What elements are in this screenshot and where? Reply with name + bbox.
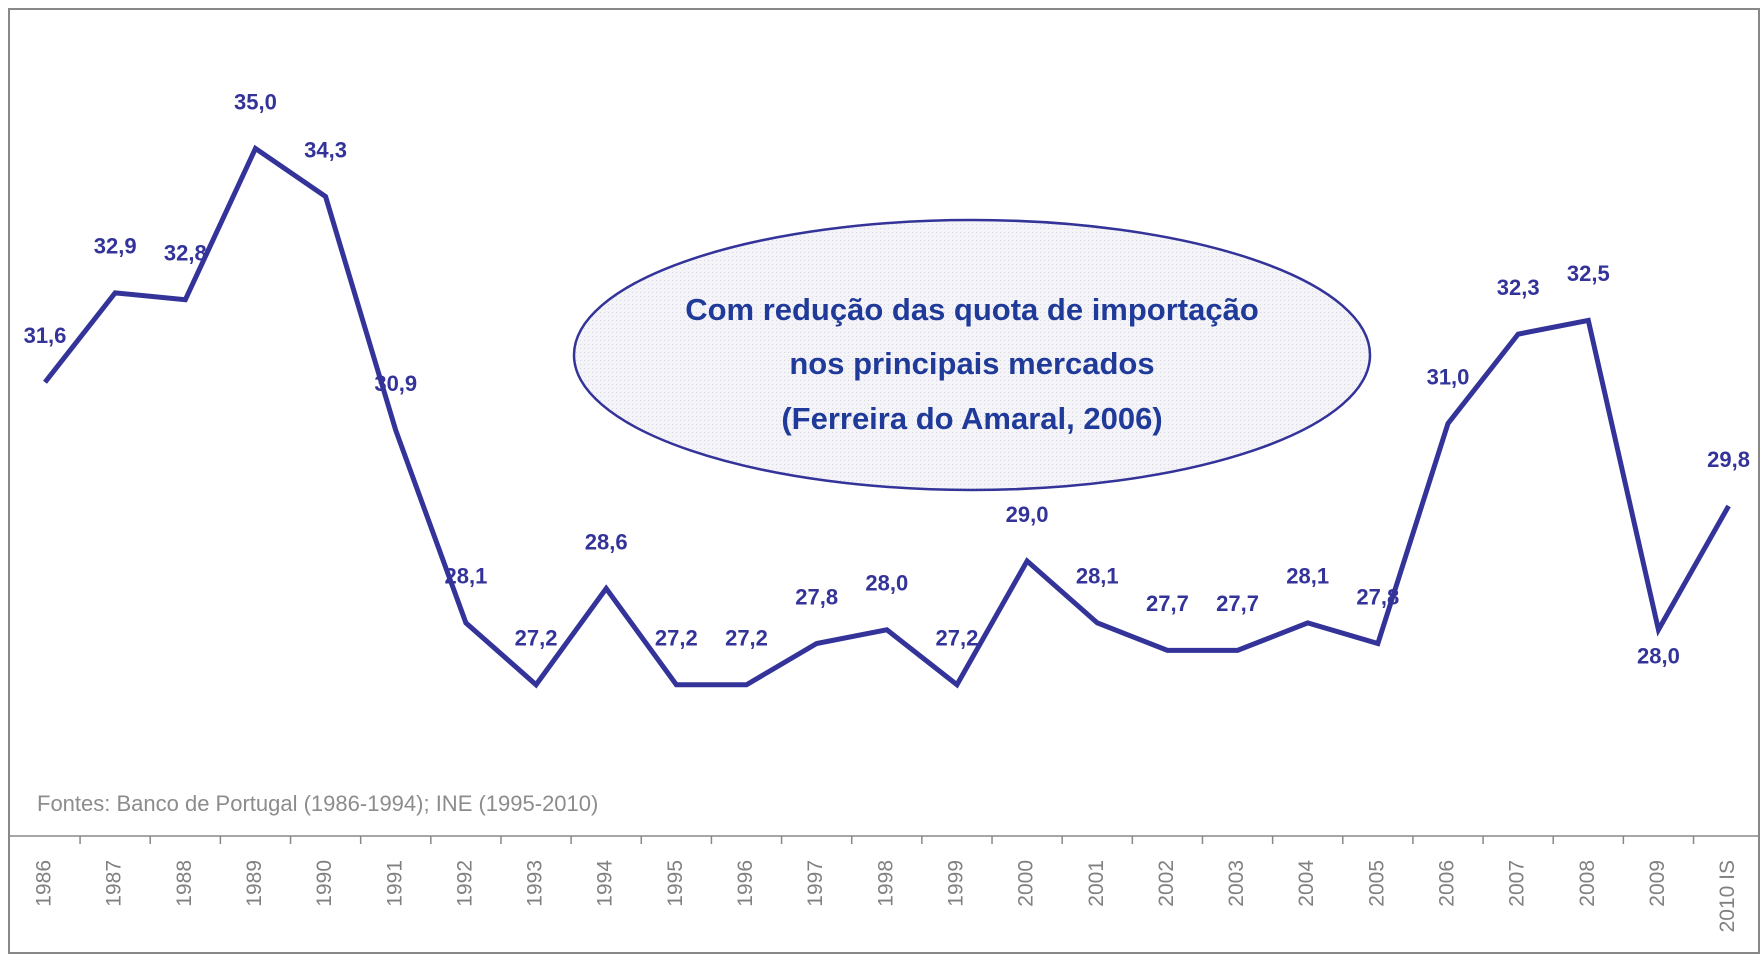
- data-label: 31,0: [1427, 364, 1470, 389]
- x-tick-label: 1990: [313, 860, 336, 907]
- x-tick-label: 2004: [1295, 860, 1318, 907]
- data-line: [43, 144, 1731, 689]
- data-label: 29,0: [1006, 502, 1049, 527]
- x-tick-label: 2003: [1225, 860, 1248, 907]
- data-label: 34,3: [304, 137, 347, 162]
- data-label: 27,8: [1356, 584, 1399, 609]
- x-tick-label: 1995: [664, 860, 687, 907]
- data-label: 27,7: [1216, 591, 1259, 616]
- data-label: 32,8: [164, 241, 207, 266]
- data-label: 28,6: [585, 529, 628, 554]
- data-label: 28,0: [865, 571, 908, 596]
- annotation-line: (Ferreira do Amaral, 2006): [781, 401, 1162, 436]
- data-label: 31,6: [24, 323, 67, 348]
- data-label: 32,5: [1567, 261, 1610, 286]
- x-tick-label: 1994: [594, 860, 617, 907]
- x-tick-label: 1992: [453, 860, 476, 907]
- data-label: 28,0: [1637, 644, 1680, 669]
- x-tick-label: 2005: [1365, 860, 1388, 907]
- x-tick-label: 2000: [1015, 860, 1038, 907]
- x-tick-label: 1993: [524, 860, 547, 907]
- data-label: 28,1: [1076, 564, 1119, 589]
- data-label: 28,1: [1286, 564, 1329, 589]
- x-tick-label: 2001: [1085, 860, 1108, 907]
- x-tick-label: 1998: [874, 860, 897, 907]
- x-tick-label: 2002: [1155, 860, 1178, 907]
- annotation-line: nos principais mercados: [789, 346, 1154, 381]
- x-tick-label: 2008: [1576, 860, 1599, 907]
- data-label: 27,7: [1146, 591, 1189, 616]
- chart-frame: [8, 8, 1760, 954]
- x-tick-label: 2009: [1646, 860, 1669, 907]
- data-label: 27,2: [655, 626, 698, 651]
- x-tick-label: 2007: [1506, 860, 1529, 907]
- data-label: 35,0: [234, 89, 277, 114]
- x-tick-label: 1989: [243, 860, 266, 907]
- x-tick-label: 1988: [173, 860, 196, 907]
- data-label: 27,8: [795, 584, 838, 609]
- x-tick-label: 1987: [103, 860, 126, 907]
- x-tick-label: 1991: [383, 860, 406, 907]
- data-label: 27,2: [725, 626, 768, 651]
- data-label: 30,9: [374, 371, 417, 396]
- data-label: 28,1: [444, 564, 487, 589]
- data-label: 32,3: [1497, 275, 1540, 300]
- annotation-line: Com redução das quota de importação: [685, 292, 1259, 327]
- x-tick-label: 1997: [804, 860, 827, 907]
- x-tick-label: 2006: [1436, 860, 1459, 907]
- data-label: 32,9: [94, 234, 137, 259]
- annotation-ellipse: [572, 218, 1372, 492]
- data-label: 27,2: [515, 626, 558, 651]
- source-note: Fontes: Banco de Portugal (1986-1994); I…: [37, 791, 598, 816]
- x-tick-label: 1999: [944, 860, 967, 907]
- x-tick-label: 1986: [33, 860, 56, 907]
- x-tick-label: 1996: [734, 860, 757, 907]
- x-tick-label: 2010 IS: [1716, 860, 1739, 932]
- data-label: 27,2: [936, 626, 979, 651]
- data-label: 29,8: [1707, 447, 1750, 472]
